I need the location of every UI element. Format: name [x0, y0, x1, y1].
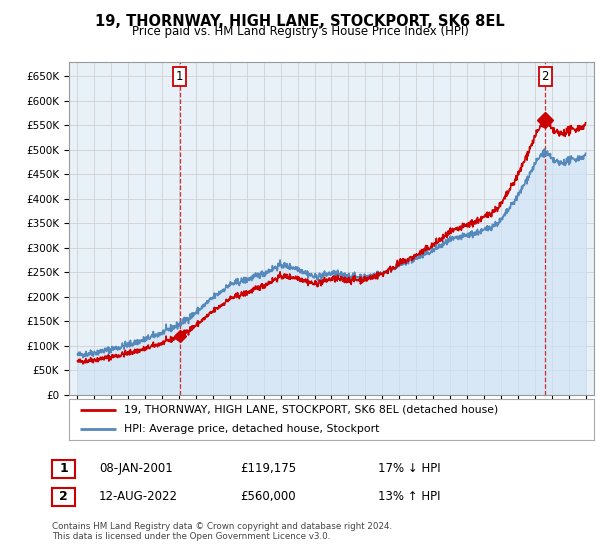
Text: £119,175: £119,175	[240, 462, 296, 475]
Text: £560,000: £560,000	[240, 490, 296, 503]
Text: 12-AUG-2022: 12-AUG-2022	[99, 490, 178, 503]
Text: 1: 1	[176, 70, 184, 83]
Text: 2: 2	[541, 70, 549, 83]
Text: 17% ↓ HPI: 17% ↓ HPI	[378, 462, 440, 475]
Text: 1: 1	[59, 462, 68, 475]
Text: 08-JAN-2001: 08-JAN-2001	[99, 462, 173, 475]
Text: Contains HM Land Registry data © Crown copyright and database right 2024.
This d: Contains HM Land Registry data © Crown c…	[52, 522, 392, 542]
Text: 19, THORNWAY, HIGH LANE, STOCKPORT, SK6 8EL: 19, THORNWAY, HIGH LANE, STOCKPORT, SK6 …	[95, 14, 505, 29]
Text: HPI: Average price, detached house, Stockport: HPI: Average price, detached house, Stoc…	[124, 423, 380, 433]
Text: 2: 2	[59, 490, 68, 503]
Text: 13% ↑ HPI: 13% ↑ HPI	[378, 490, 440, 503]
Text: 19, THORNWAY, HIGH LANE, STOCKPORT, SK6 8EL (detached house): 19, THORNWAY, HIGH LANE, STOCKPORT, SK6 …	[124, 405, 499, 415]
Text: Price paid vs. HM Land Registry's House Price Index (HPI): Price paid vs. HM Land Registry's House …	[131, 25, 469, 38]
